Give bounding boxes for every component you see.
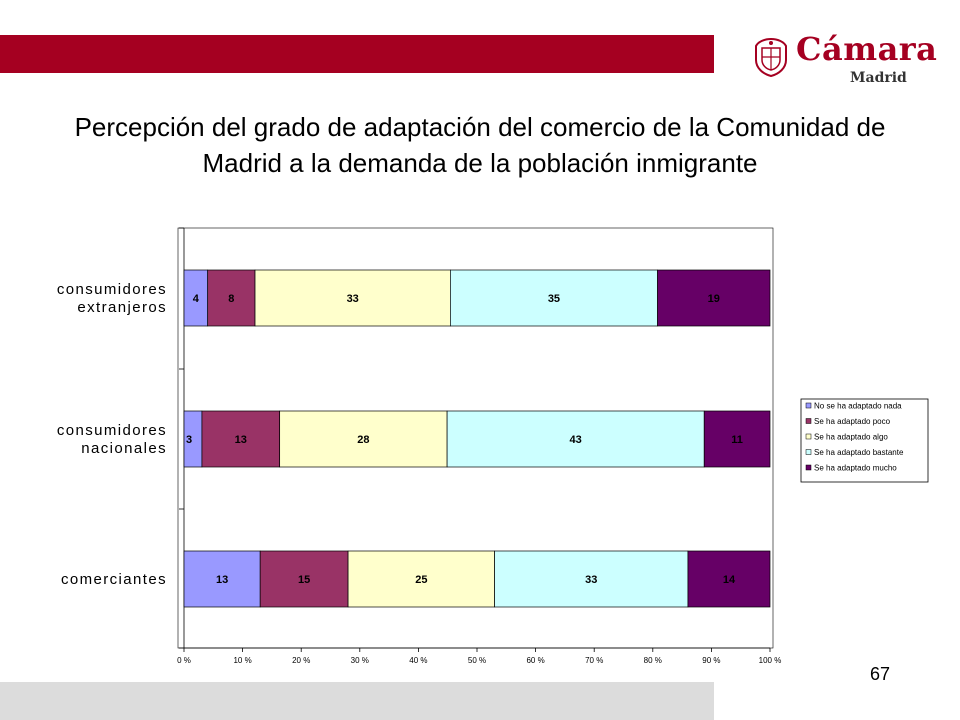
coat-of-arms-icon	[755, 37, 787, 78]
legend-label: Se ha adaptado bastante	[814, 448, 904, 457]
data-label: 33	[347, 293, 359, 305]
category-label: consumidores	[57, 422, 167, 439]
data-label: 14	[723, 574, 736, 586]
legend-swatch	[805, 418, 812, 424]
data-label: 8	[228, 293, 234, 305]
x-tick-label: 80 %	[644, 656, 662, 665]
data-label: 13	[235, 434, 247, 446]
bar-segment	[657, 269, 771, 327]
category-label: consumidores	[57, 281, 167, 298]
data-label: 35	[548, 293, 560, 305]
legend-label: Se ha adaptado algo	[814, 433, 888, 442]
category-label: extranjeros	[77, 299, 167, 316]
x-tick-label: 100 %	[759, 656, 782, 665]
logo-wordmark: Cámara	[796, 30, 938, 68]
camara-madrid-logo: Cámara Madrid	[750, 30, 940, 92]
slide-title: Percepción del grado de adaptación del c…	[74, 112, 886, 178]
category-label: nacionales	[81, 440, 167, 457]
legend-swatch	[805, 402, 812, 409]
data-label: 43	[570, 434, 582, 446]
logo-subtitle: Madrid	[850, 70, 907, 86]
bar-segment	[183, 550, 261, 608]
bar-segment	[446, 410, 705, 468]
data-label: 33	[585, 574, 597, 586]
page-number: 67	[870, 664, 891, 684]
x-tick-label: 50 %	[468, 656, 486, 665]
footer-band	[0, 682, 714, 720]
x-tick-label: 70 %	[585, 656, 603, 665]
legend-box	[800, 398, 929, 483]
data-label: 3	[186, 434, 192, 446]
header-band	[0, 35, 714, 73]
legend-swatch	[805, 449, 812, 455]
data-label: 13	[216, 574, 228, 586]
x-tick-label: 30 %	[351, 656, 369, 665]
x-tick-label: 20 %	[292, 656, 310, 665]
bar-segment	[254, 269, 451, 327]
data-label: 4	[193, 293, 200, 305]
x-tick-label: 10 %	[233, 656, 251, 665]
legend-label: Se ha adaptado poco	[814, 417, 891, 426]
legend-label: No se ha adaptado nada	[814, 402, 902, 411]
x-tick-label: 90 %	[702, 656, 720, 665]
legend-swatch	[805, 464, 812, 471]
data-label: 28	[357, 434, 369, 446]
data-label: 11	[731, 434, 743, 446]
bar-segment	[259, 550, 349, 608]
legend-swatch	[805, 433, 812, 440]
x-tick-label: 40 %	[409, 656, 427, 665]
data-label: 15	[298, 574, 310, 586]
x-tick-label: 0 %	[177, 656, 191, 665]
data-label: 19	[708, 293, 720, 305]
bar-segment	[687, 550, 771, 608]
legend-label: Se ha adaptado mucho	[814, 464, 897, 473]
bar-segment	[207, 269, 256, 327]
bar-segment	[347, 550, 495, 608]
bar-segment	[494, 550, 689, 608]
data-label: 25	[415, 574, 427, 586]
category-label: comerciantes	[61, 571, 167, 588]
bar-segment	[201, 410, 281, 468]
bar-segment	[703, 410, 771, 468]
bar-segment	[279, 410, 448, 468]
x-tick-label: 60 %	[526, 656, 544, 665]
